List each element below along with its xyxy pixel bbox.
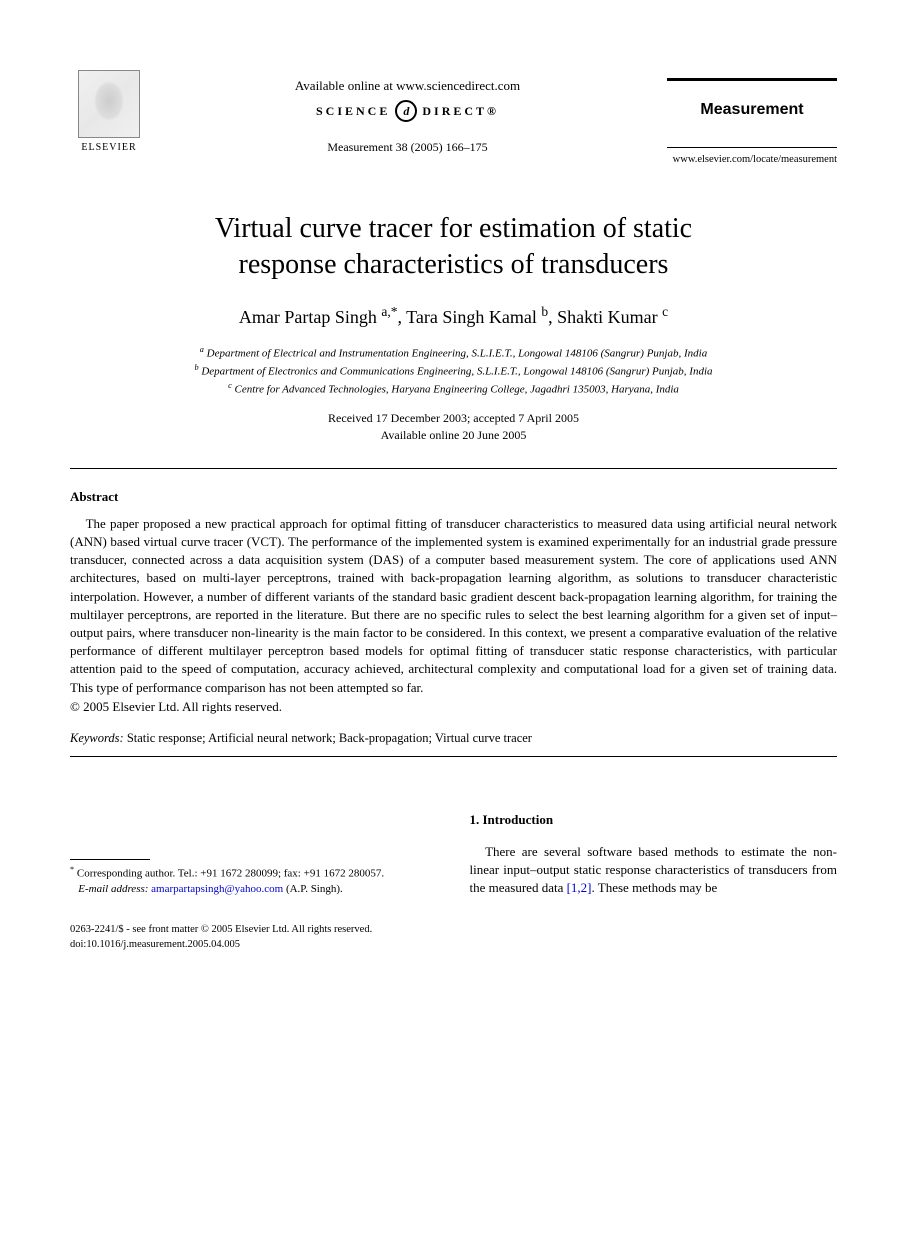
footer-info: 0263-2241/$ - see front matter © 2005 El… [70,923,837,952]
paper-header: ELSEVIER Available online at www.science… [70,70,837,165]
divider-1 [70,468,837,469]
affiliation-a: Department of Electrical and Instrumenta… [207,347,708,359]
journal-name: Measurement [667,78,837,148]
divider-2 [70,756,837,757]
journal-reference: Measurement 38 (2005) 166–175 [148,140,667,155]
journal-url: www.elsevier.com/locate/measurement [667,154,837,165]
corr-author-info: Corresponding author. Tel.: +91 1672 280… [77,868,384,880]
ref-link-1-2[interactable]: [1,2] [567,880,592,895]
keywords-label: Keywords: [70,731,124,745]
science-direct-logo: SCIENCE d DIRECT® [148,100,667,122]
received-accepted: Received 17 December 2003; accepted 7 Ap… [328,411,579,425]
footer-line1: 0263-2241/$ - see front matter © 2005 El… [70,924,372,935]
available-online-date: Available online 20 June 2005 [381,428,527,442]
intro-paragraph: There are several software based methods… [470,843,838,898]
corr-email-link[interactable]: amarpartapsingh@yahoo.com [151,883,283,895]
sd-right: DIRECT® [422,104,499,119]
title-line1: Virtual curve tracer for estimation of s… [215,213,692,244]
corresponding-footnote: * Corresponding author. Tel.: +91 1672 2… [70,864,438,897]
affiliations: a Department of Electrical and Instrumen… [70,344,837,398]
journal-box: Measurement www.elsevier.com/locate/meas… [667,70,837,165]
keywords-list: Static response; Artificial neural netwo… [127,731,532,745]
sd-left: SCIENCE [316,104,390,119]
paper-title: Virtual curve tracer for estimation of s… [70,211,837,284]
author-1-aff: a, [381,304,390,319]
sd-icon: d [395,100,417,122]
two-column-body: * Corresponding author. Tel.: +91 1672 2… [70,811,837,898]
footnote-rule [70,859,150,860]
intro-text-after: . These methods may be [592,880,718,895]
elsevier-logo: ELSEVIER [70,70,148,153]
author-sep2: , [548,307,557,327]
affiliation-c: Centre for Advanced Technologies, Haryan… [234,384,678,396]
title-line2: response characteristics of transducers [239,249,669,280]
author-sep1: , [397,307,406,327]
footer-doi: doi:10.1016/j.measurement.2005.04.005 [70,939,240,950]
author-2: Tara Singh Kamal [406,307,541,327]
right-column: 1. Introduction There are several softwa… [470,811,838,898]
email-label: E-mail address: [78,883,148,895]
elsevier-tree-icon [78,70,140,138]
author-3-aff: c [662,304,668,319]
elsevier-label: ELSEVIER [70,142,148,153]
left-column: * Corresponding author. Tel.: +91 1672 2… [70,811,438,898]
keywords: Keywords: Static response; Artificial ne… [70,731,837,746]
affiliation-b: Department of Electronics and Communicat… [201,366,712,378]
author-3: Shakti Kumar [557,307,662,327]
email-suffix: (A.P. Singh). [286,883,343,895]
abstract-heading: Abstract [70,489,837,505]
available-online-text: Available online at www.sciencedirect.co… [148,78,667,94]
intro-heading: 1. Introduction [470,811,838,829]
publication-dates: Received 17 December 2003; accepted 7 Ap… [70,410,837,444]
abstract-copyright: © 2005 Elsevier Ltd. All rights reserved… [70,699,837,715]
center-header: Available online at www.sciencedirect.co… [148,70,667,155]
author-1: Amar Partap Singh [239,307,381,327]
abstract-body: The paper proposed a new practical appro… [70,515,837,697]
authors: Amar Partap Singh a,*, Tara Singh Kamal … [70,304,837,328]
